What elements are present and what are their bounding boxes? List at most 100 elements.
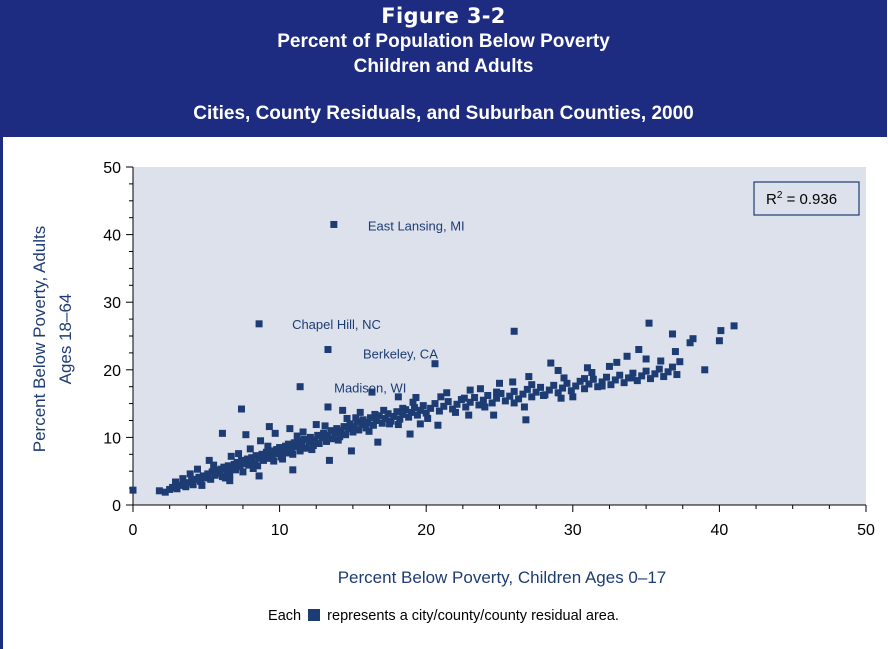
figure-title-line1: Percent of Population Below Poverty xyxy=(277,31,610,52)
data-point xyxy=(196,477,204,485)
data-point xyxy=(331,429,339,437)
data-point xyxy=(364,419,372,427)
data-point xyxy=(386,420,394,428)
data-point xyxy=(246,445,254,453)
data-point xyxy=(298,441,306,449)
data-point xyxy=(264,442,272,450)
data-point xyxy=(296,383,304,391)
data-point xyxy=(598,378,606,386)
data-point xyxy=(394,421,402,429)
data-point xyxy=(235,450,243,458)
data-point xyxy=(607,381,615,389)
data-point xyxy=(642,355,650,363)
data-point xyxy=(493,388,501,396)
point-annotation: Madison, WI xyxy=(334,381,406,396)
data-point xyxy=(242,431,250,439)
data-point xyxy=(660,373,668,381)
data-point xyxy=(412,394,420,402)
data-point xyxy=(202,474,210,482)
data-point xyxy=(380,406,388,414)
x-axis-title: Percent Below Poverty, Children Ages 0–1… xyxy=(338,568,667,587)
figure-title-line3: Cities, County Residuals, and Suburban C… xyxy=(193,103,694,124)
data-point xyxy=(218,429,226,437)
data-point xyxy=(375,412,383,420)
data-point xyxy=(220,463,228,471)
data-point xyxy=(547,359,555,367)
data-point xyxy=(589,375,597,383)
data-point xyxy=(409,398,417,406)
data-point xyxy=(325,456,333,464)
data-point xyxy=(352,414,360,422)
data-point xyxy=(261,452,269,460)
data-point xyxy=(396,415,404,423)
data-point xyxy=(286,425,294,433)
data-point xyxy=(343,414,351,422)
data-point xyxy=(169,483,177,491)
data-point xyxy=(358,421,366,429)
data-point xyxy=(204,470,212,478)
data-point xyxy=(443,389,451,397)
data-point xyxy=(588,369,596,377)
data-point xyxy=(515,395,523,403)
data-point xyxy=(627,374,635,382)
data-point xyxy=(334,436,342,444)
data-point xyxy=(613,358,621,366)
data-point xyxy=(427,404,435,412)
data-point xyxy=(557,394,565,402)
svg-text:R2 = 0.936: R2 = 0.936 xyxy=(766,190,837,208)
data-point xyxy=(629,369,637,377)
data-point xyxy=(248,454,256,462)
data-point xyxy=(267,447,275,455)
data-point xyxy=(188,477,196,485)
data-point xyxy=(328,435,336,443)
data-point xyxy=(194,465,202,473)
data-point xyxy=(479,396,487,404)
y-tick-label: 20 xyxy=(103,363,121,380)
data-point xyxy=(488,399,496,407)
y-tick-label: 40 xyxy=(103,228,121,245)
data-point xyxy=(308,446,316,454)
x-tick-label: 30 xyxy=(564,522,582,539)
data-point xyxy=(717,327,725,335)
data-point xyxy=(210,461,218,469)
data-point xyxy=(365,427,373,435)
data-point xyxy=(333,425,341,433)
data-point xyxy=(497,389,505,397)
data-point xyxy=(554,366,562,374)
data-point xyxy=(227,452,235,460)
data-point xyxy=(330,220,338,228)
data-point xyxy=(337,427,345,435)
data-point xyxy=(314,431,322,439)
data-point xyxy=(211,471,219,479)
data-point xyxy=(295,437,303,445)
data-point xyxy=(440,402,448,410)
data-point xyxy=(522,416,530,424)
data-point xyxy=(371,410,379,418)
data-point xyxy=(366,414,374,422)
data-point xyxy=(237,405,245,413)
data-point xyxy=(320,429,328,437)
data-point xyxy=(321,422,329,430)
data-point xyxy=(545,386,553,394)
data-point xyxy=(374,438,382,446)
data-point xyxy=(525,373,533,381)
data-point xyxy=(324,346,332,354)
data-point xyxy=(689,335,697,343)
data-point xyxy=(405,413,413,421)
r-squared-value: = 0.936 xyxy=(782,191,837,208)
data-point xyxy=(453,400,461,408)
data-point xyxy=(585,380,593,388)
data-point xyxy=(189,481,197,489)
data-point xyxy=(271,429,279,437)
data-point xyxy=(232,466,240,474)
data-point xyxy=(350,423,358,431)
data-point xyxy=(289,466,297,474)
data-point xyxy=(381,414,389,422)
data-point xyxy=(284,440,292,448)
data-point xyxy=(372,417,380,424)
data-point xyxy=(416,420,424,428)
data-point xyxy=(611,376,619,384)
data-point xyxy=(254,462,262,470)
data-point xyxy=(172,478,180,486)
data-point xyxy=(493,394,501,402)
